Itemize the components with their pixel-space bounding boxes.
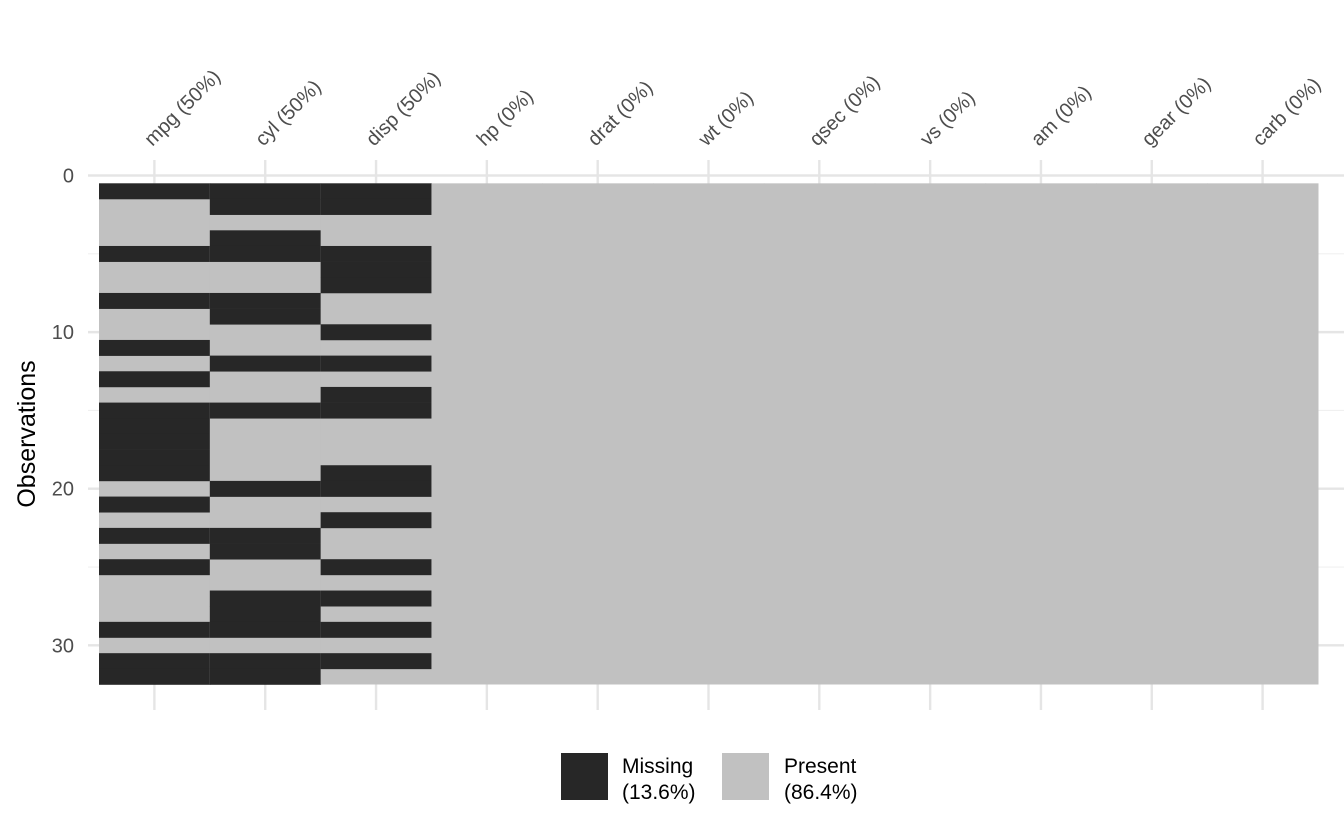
missing-cell-mpg-16	[99, 418, 211, 435]
y-axis-title: Observations	[13, 360, 41, 507]
missing-cell-mpg-11	[99, 339, 211, 356]
missing-cell-disp-19	[320, 465, 432, 482]
missing-cell-disp-1	[320, 183, 432, 200]
missing-cell-mpg-18	[99, 449, 211, 466]
missing-cell-mpg-1	[99, 183, 211, 200]
missing-cell-mpg-23	[99, 527, 211, 544]
missing-cell-mpg-19	[99, 465, 211, 482]
y-tick-label: 20	[52, 479, 74, 501]
missing-cell-disp-6	[320, 261, 432, 278]
missing-cell-cyl-8	[209, 292, 322, 309]
missing-cell-disp-2	[320, 198, 432, 215]
missing-cell-disp-7	[320, 277, 432, 294]
legend-label-present: Present	[784, 755, 857, 778]
missing-cell-mpg-29	[99, 621, 211, 638]
column-label-disp: disp (50%)	[362, 67, 445, 150]
missing-cell-mpg-5	[99, 245, 211, 262]
missing-cell-cyl-27	[209, 590, 322, 607]
legend-label-missing: Missing	[622, 755, 693, 778]
missing-cell-disp-5	[320, 245, 432, 262]
missing-cell-disp-25	[320, 559, 432, 576]
legend-swatch-present	[722, 753, 769, 800]
missing-cell-cyl-9	[209, 308, 322, 325]
missing-cell-mpg-21	[99, 496, 211, 513]
y-tick-label: 30	[52, 635, 74, 657]
missingness-cells	[99, 183, 1319, 685]
missing-cell-mpg-13	[99, 371, 211, 388]
missing-cell-disp-10	[320, 324, 432, 341]
missing-cell-cyl-32	[209, 668, 322, 685]
missing-cell-mpg-17	[99, 433, 211, 450]
present-cell-drat	[542, 183, 654, 685]
missing-cell-cyl-23	[209, 527, 322, 544]
missing-cell-cyl-1	[209, 183, 322, 200]
present-cell-hp	[431, 183, 543, 685]
missing-cell-cyl-4	[209, 230, 322, 247]
missing-cell-cyl-15	[209, 402, 322, 419]
missing-cell-cyl-20	[209, 480, 322, 497]
missing-cell-disp-20	[320, 480, 432, 497]
column-label-wt: wt (0%)	[694, 87, 758, 151]
missing-cell-cyl-29	[209, 621, 322, 638]
missing-cell-mpg-32	[99, 668, 211, 685]
missing-cell-cyl-5	[209, 245, 322, 262]
present-cell-am	[985, 183, 1097, 685]
missing-cell-cyl-24	[209, 543, 322, 560]
present-cell-vs	[874, 183, 987, 685]
y-tick-label: 10	[52, 322, 74, 344]
missing-cell-mpg-25	[99, 559, 211, 576]
column-labels: mpg (50%) cyl (50%) disp (50%) hp (0%) drat …	[140, 66, 1325, 151]
missing-cell-disp-22	[320, 512, 432, 529]
missing-cell-disp-14	[320, 386, 432, 403]
missing-cell-mpg-15	[99, 402, 211, 419]
y-tick-label: 0	[63, 166, 74, 188]
legend-pct-missing: (13.6%)	[622, 781, 696, 804]
column-label-hp: hp (0%)	[473, 85, 538, 150]
missing-cell-disp-31	[320, 653, 432, 670]
present-cell-carb	[1207, 183, 1319, 685]
column-label-cyl: cyl (50%)	[251, 76, 326, 151]
column-label-carb: carb (0%)	[1249, 74, 1326, 151]
missing-cell-mpg-31	[99, 653, 211, 670]
legend-swatch-missing	[561, 753, 608, 800]
present-cell-qsec	[763, 183, 876, 685]
present-cell-wt	[653, 183, 765, 685]
missing-cell-disp-27	[320, 590, 432, 607]
column-label-gear: gear (0%)	[1138, 73, 1216, 151]
missing-cell-cyl-2	[209, 198, 322, 215]
legend-pct-present: (86.4%)	[784, 781, 858, 804]
column-label-drat: drat (0%)	[584, 77, 658, 151]
missing-cell-cyl-28	[209, 606, 322, 623]
column-label-qsec: qsec (0%)	[805, 71, 884, 150]
missing-cell-disp-15	[320, 402, 432, 419]
missing-cell-disp-12	[320, 355, 432, 372]
missing-cell-disp-29	[320, 621, 432, 638]
missing-cell-cyl-12	[209, 355, 322, 372]
missing-cell-mpg-8	[99, 292, 211, 309]
missing-cell-cyl-31	[209, 653, 322, 670]
column-label-am: am (0%)	[1027, 82, 1096, 151]
legend: Missing (13.6%) Present (86.4%)	[561, 753, 858, 804]
column-label-vs: vs (0%)	[916, 87, 979, 150]
column-label-mpg: mpg (50%)	[140, 66, 225, 151]
y-axis-ticks: 0 10 20 30	[52, 166, 74, 658]
present-cell-gear	[1096, 183, 1208, 685]
